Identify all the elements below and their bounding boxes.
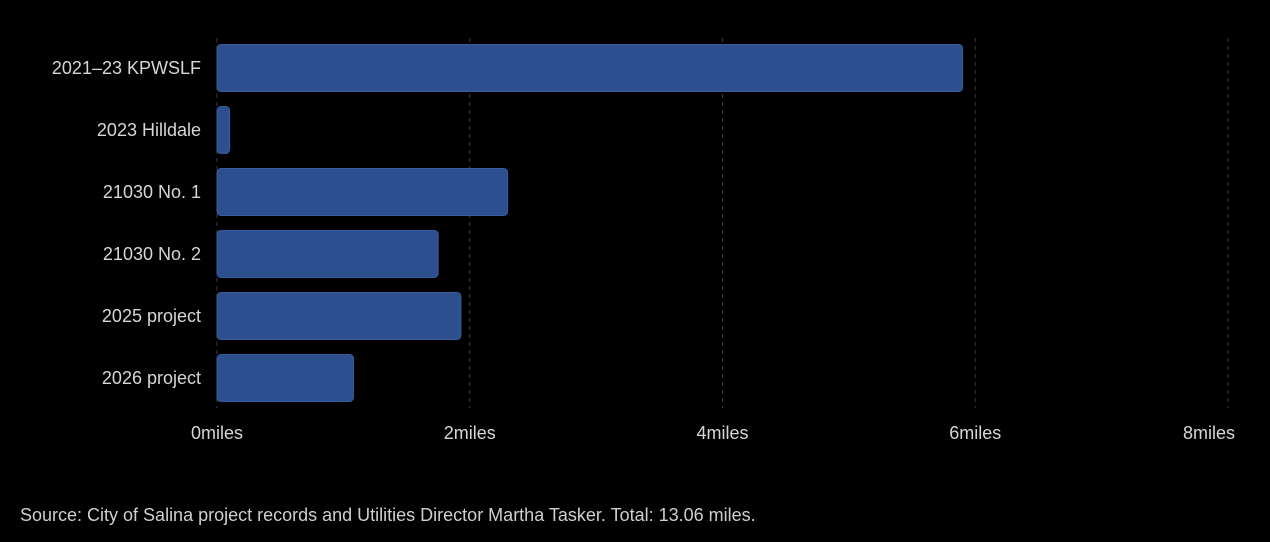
bar bbox=[216, 354, 354, 402]
bar bbox=[216, 168, 509, 216]
category-label: 2025 project bbox=[102, 306, 201, 326]
category-label: 21030 No. 1 bbox=[103, 182, 201, 202]
category-label: 2026 project bbox=[102, 368, 201, 388]
source-note: Source: City of Salina project records a… bbox=[20, 505, 756, 525]
category-label: 2021–23 KPWSLF bbox=[52, 58, 201, 78]
grid-lines bbox=[216, 38, 1229, 408]
bar bbox=[216, 44, 964, 92]
x-tick-label: 6miles bbox=[949, 423, 1001, 443]
x-tick-label: 0miles bbox=[191, 423, 243, 443]
bar bbox=[216, 106, 231, 154]
category-label: 21030 No. 2 bbox=[103, 244, 201, 264]
bar-chart: 2021–23 KPWSLF 2023 Hilldale 21030 No. 1 21… bbox=[52, 38, 1235, 443]
bars bbox=[216, 44, 964, 402]
category-labels: 2021–23 KPWSLF 2023 Hilldale 21030 No. 1 21… bbox=[52, 58, 201, 388]
x-axis-tick-labels: 0miles 2miles 4miles 6miles 8miles bbox=[191, 423, 1235, 443]
bar bbox=[216, 292, 462, 340]
x-tick-label: 4miles bbox=[696, 423, 748, 443]
category-label: 2023 Hilldale bbox=[97, 120, 201, 140]
bar bbox=[216, 230, 439, 278]
x-tick-label: 8miles bbox=[1183, 423, 1235, 443]
x-tick-label: 2miles bbox=[444, 423, 496, 443]
